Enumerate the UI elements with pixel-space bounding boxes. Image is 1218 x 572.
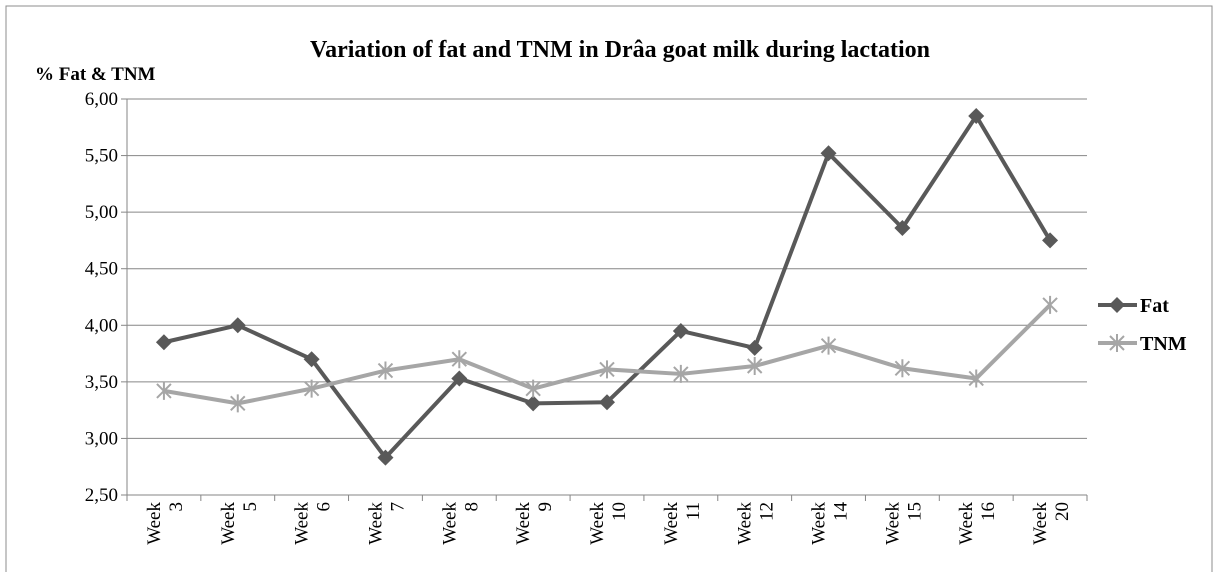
x-tick-label-line: Week (956, 502, 977, 545)
x-tick-label-line: Week (218, 502, 239, 545)
y-tick-label: 4,00 (85, 315, 118, 336)
chart-title: Variation of fat and TNM in Drâa goat mi… (310, 37, 930, 63)
y-tick-label: 5,50 (85, 146, 118, 167)
y-axis-ticks: 2,50 3,00 3,50 4,00 4,50 5,00 5,50 6,00 (85, 89, 127, 506)
data-point-fat (746, 339, 763, 356)
data-point-tnm (525, 379, 541, 398)
data-point-tnm (894, 359, 911, 378)
data-point-fat (820, 145, 837, 162)
x-tick-label-line: 10 (609, 502, 630, 521)
x-tick-label-line: 12 (757, 502, 778, 521)
x-tick-label: Week 16 (956, 502, 999, 545)
x-tick-label-line: Week (365, 502, 386, 545)
data-point-tnm (230, 394, 246, 413)
x-tick-label: Week 3 (144, 502, 187, 545)
x-tick-label-line: Week (882, 502, 903, 545)
y-axis-label: % Fat & TNM (35, 64, 156, 85)
data-point-tnm (156, 381, 172, 400)
x-tick-label: Week 15 (882, 502, 925, 545)
data-point-tnm (377, 361, 394, 380)
x-tick-label-line: 8 (461, 502, 482, 512)
data-point-fat (451, 370, 468, 387)
chart-frame (5, 5, 1213, 572)
x-tick-label-line: Week (661, 502, 682, 545)
x-tick-label-line: 5 (240, 502, 261, 512)
x-tick-label: Week 8 (439, 502, 482, 545)
data-point-fat (377, 449, 394, 466)
x-tick-label-line: Week (439, 502, 460, 545)
legend-label-tnm: TNM (1140, 333, 1187, 355)
x-axis-ticks: Week 3 Week 5 Week 6 Week 7 Week 8 Week 9 Week 10 Week… (126, 495, 1088, 545)
x-tick-label-line: Week (809, 502, 830, 545)
x-tick-label: Week 14 (809, 502, 852, 545)
data-point-tnm (820, 336, 837, 355)
legend-marker-fat (1109, 297, 1125, 313)
x-tick-label-line: Week (1030, 502, 1051, 545)
x-tick-label: Week 6 (292, 502, 335, 545)
legend-marker-tnm (1109, 334, 1125, 352)
x-tick-label-line: 14 (831, 502, 852, 522)
x-tick-label: Week 7 (365, 502, 408, 545)
x-tick-label-line: 3 (166, 502, 187, 512)
legend-label-fat: Fat (1140, 295, 1169, 317)
data-point-tnm (673, 364, 689, 383)
data-point-tnm (746, 357, 763, 376)
data-point-fat (303, 351, 320, 368)
y-tick-label: 3,50 (85, 372, 118, 393)
data-point-fat (599, 394, 615, 411)
x-tick-label-line: Week (735, 502, 756, 545)
legend: Fat TNM (1098, 295, 1187, 355)
x-tick-label-line: 6 (314, 502, 335, 512)
data-point-tnm (303, 379, 320, 398)
x-tick-label: Week 10 (587, 502, 630, 545)
data-point-fat (894, 219, 911, 236)
x-tick-label: Week 20 (1030, 502, 1073, 545)
legend-item-fat: Fat (1098, 295, 1169, 317)
data-point-fat (229, 317, 246, 334)
series-group (155, 107, 1059, 466)
x-tick-label-line: 9 (535, 502, 556, 512)
data-point-tnm (968, 369, 984, 388)
x-tick-label: Week 9 (513, 502, 556, 545)
x-tick-label-line: 11 (683, 502, 704, 520)
data-point-fat (968, 107, 985, 124)
x-tick-label-line: Week (587, 502, 608, 545)
x-tick-label: Week 11 (661, 502, 704, 545)
data-point-fat (525, 395, 542, 412)
data-point-tnm (599, 360, 615, 379)
legend-item-tnm: TNM (1098, 333, 1187, 355)
x-tick-label: Week 5 (218, 502, 261, 545)
x-tick-label-line: Week (513, 502, 534, 545)
x-tick-label-line: Week (144, 502, 165, 545)
y-tick-label: 5,00 (85, 202, 118, 223)
y-tick-label: 6,00 (85, 89, 118, 110)
y-tick-label: 3,00 (85, 428, 118, 449)
x-tick-label-line: 16 (978, 502, 999, 521)
x-tick-label-line: Week (292, 502, 313, 545)
x-tick-label-line: 7 (387, 502, 408, 512)
data-point-fat (155, 334, 172, 351)
x-tick-label-line: 15 (904, 502, 925, 521)
data-point-fat (1042, 232, 1059, 249)
x-tick-label-line: 20 (1052, 502, 1073, 521)
gridlines (127, 98, 1087, 439)
y-tick-label: 4,50 (85, 259, 118, 280)
data-point-tnm (451, 350, 468, 369)
data-point-tnm (1042, 295, 1058, 314)
x-tick-label: Week 12 (735, 502, 778, 545)
y-tick-label: 2,50 (85, 485, 118, 506)
data-point-fat (672, 322, 689, 339)
